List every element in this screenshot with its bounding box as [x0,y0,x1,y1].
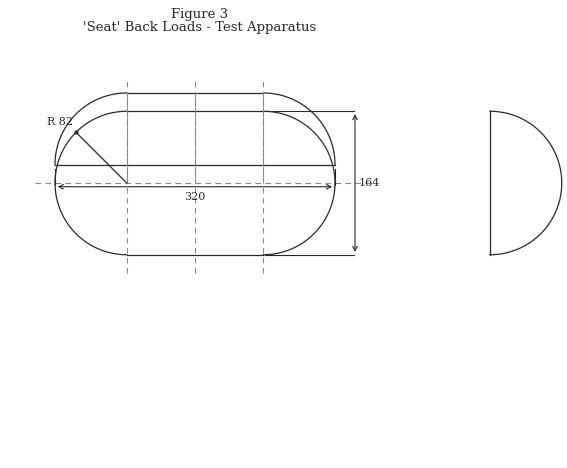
Text: 164: 164 [359,178,380,188]
Text: 'Seat' Back Loads - Test Apparatus: 'Seat' Back Loads - Test Apparatus [83,21,316,34]
Text: Figure 3: Figure 3 [171,8,229,21]
Text: R 82: R 82 [47,117,73,127]
Text: 320: 320 [184,192,206,202]
